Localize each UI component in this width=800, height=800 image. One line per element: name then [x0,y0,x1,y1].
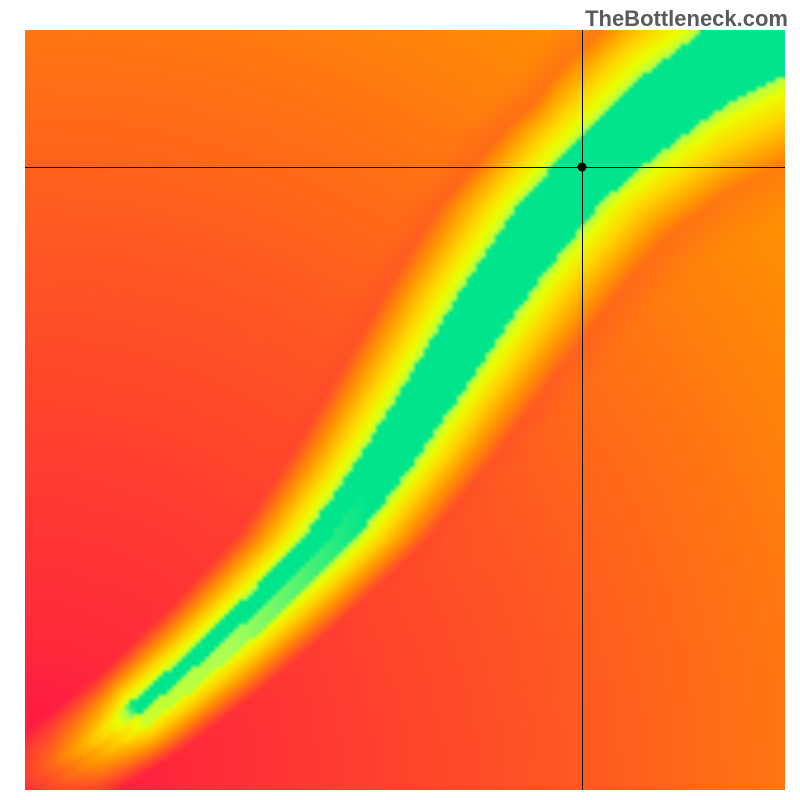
chart-container: TheBottleneck.com [0,0,800,800]
crosshair-horizontal [25,167,785,168]
crosshair-marker [578,162,587,171]
watermark-text: TheBottleneck.com [585,6,788,32]
crosshair-vertical [582,30,583,790]
bottleneck-heatmap [25,30,785,790]
